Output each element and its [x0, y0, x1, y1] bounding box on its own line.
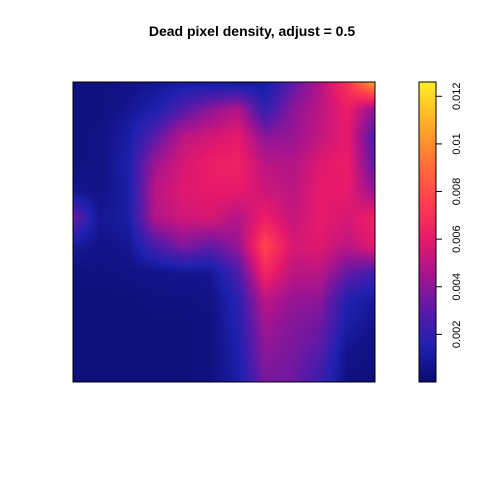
colorbar-gradient-bar [419, 82, 436, 382]
plot-frame [72, 81, 376, 383]
heatmap-canvas [73, 82, 375, 382]
heatmap-canvas-holder [73, 82, 375, 382]
colorbar-frame [418, 81, 437, 383]
colorbar-tick-label: 0.004 [451, 273, 463, 301]
colorbar: 0.002 0.004 0.006 0.008 0.01 0.012 [418, 81, 463, 383]
colorbar-tick-label: 0.002 [451, 321, 463, 349]
colorbar-tick-label: 0.01 [451, 133, 463, 154]
chart-title: Dead pixel density, adjust = 0.5 [149, 23, 356, 39]
colorbar-tick-label: 0.006 [451, 225, 463, 253]
colorbar-tick-label: 0.008 [451, 178, 463, 206]
colorbar-ticks: 0.002 0.004 0.006 0.008 0.01 0.012 [436, 83, 463, 349]
colorbar-tick-label: 0.012 [451, 83, 463, 111]
density-heatmap [72, 81, 376, 383]
